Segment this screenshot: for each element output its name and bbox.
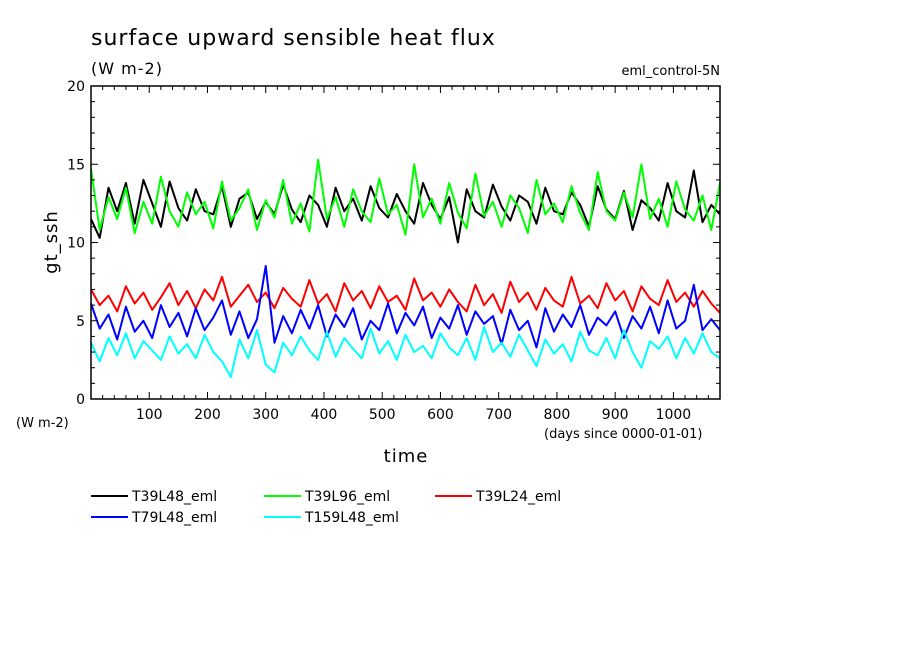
y-axis-ticks: 0 5 10 15 20 <box>67 79 720 408</box>
series-line-T159L48_eml <box>90 326 721 379</box>
y-tick-label: 5 <box>76 314 85 330</box>
series-line-T39L24_eml <box>90 275 721 314</box>
y-tick-label: 15 <box>67 157 85 173</box>
plot-frame <box>90 85 721 400</box>
x-tick-label: 900 <box>602 407 629 423</box>
x-tick-label: 800 <box>544 407 571 423</box>
run-label: eml_control-5N <box>621 64 720 79</box>
legend: T39L48_eml T39L96_eml T39L24_eml T79L48_eml… <box>91 489 561 526</box>
legend-label-T79L48_eml: T79L48_eml <box>131 510 217 526</box>
legend-label-T39L96_eml: T39L96_eml <box>304 489 390 505</box>
x-tick-label: 100 <box>136 407 163 423</box>
y-tick-label: 10 <box>67 236 85 252</box>
x-tick-label: 700 <box>485 407 512 423</box>
y-axis-label: gt_ssh <box>41 210 62 274</box>
y-tick-label: 0 <box>76 392 85 408</box>
legend-label-T39L24_eml: T39L24_eml <box>475 489 561 505</box>
series-line-T39L96_eml <box>90 158 721 236</box>
x-tick-label: 200 <box>194 407 221 423</box>
chart-units: (W m-2) <box>91 59 163 78</box>
legend-label-T159L48_eml: T159L48_eml <box>304 510 399 526</box>
x-axis-label: time <box>384 446 429 467</box>
x-axis-units: (days since 0000-01-01) <box>544 427 702 442</box>
x-tick-label: 400 <box>311 407 338 423</box>
y-tick-label: 20 <box>67 79 85 95</box>
chart-title: surface upward sensible heat flux <box>91 26 496 51</box>
x-axis-ticks: 100 200 300 400 500 600 700 800 900 1000 <box>102 86 709 423</box>
series-layer <box>90 158 721 379</box>
legend-label-T39L48_eml: T39L48_eml <box>131 489 217 505</box>
x-tick-label: 300 <box>252 407 279 423</box>
series-line-T79L48_eml <box>90 265 721 349</box>
x-tick-label: 500 <box>369 407 396 423</box>
x-tick-label: 1000 <box>656 407 692 423</box>
y-axis-units: (W m-2) <box>16 416 69 431</box>
x-tick-label: 600 <box>427 407 454 423</box>
